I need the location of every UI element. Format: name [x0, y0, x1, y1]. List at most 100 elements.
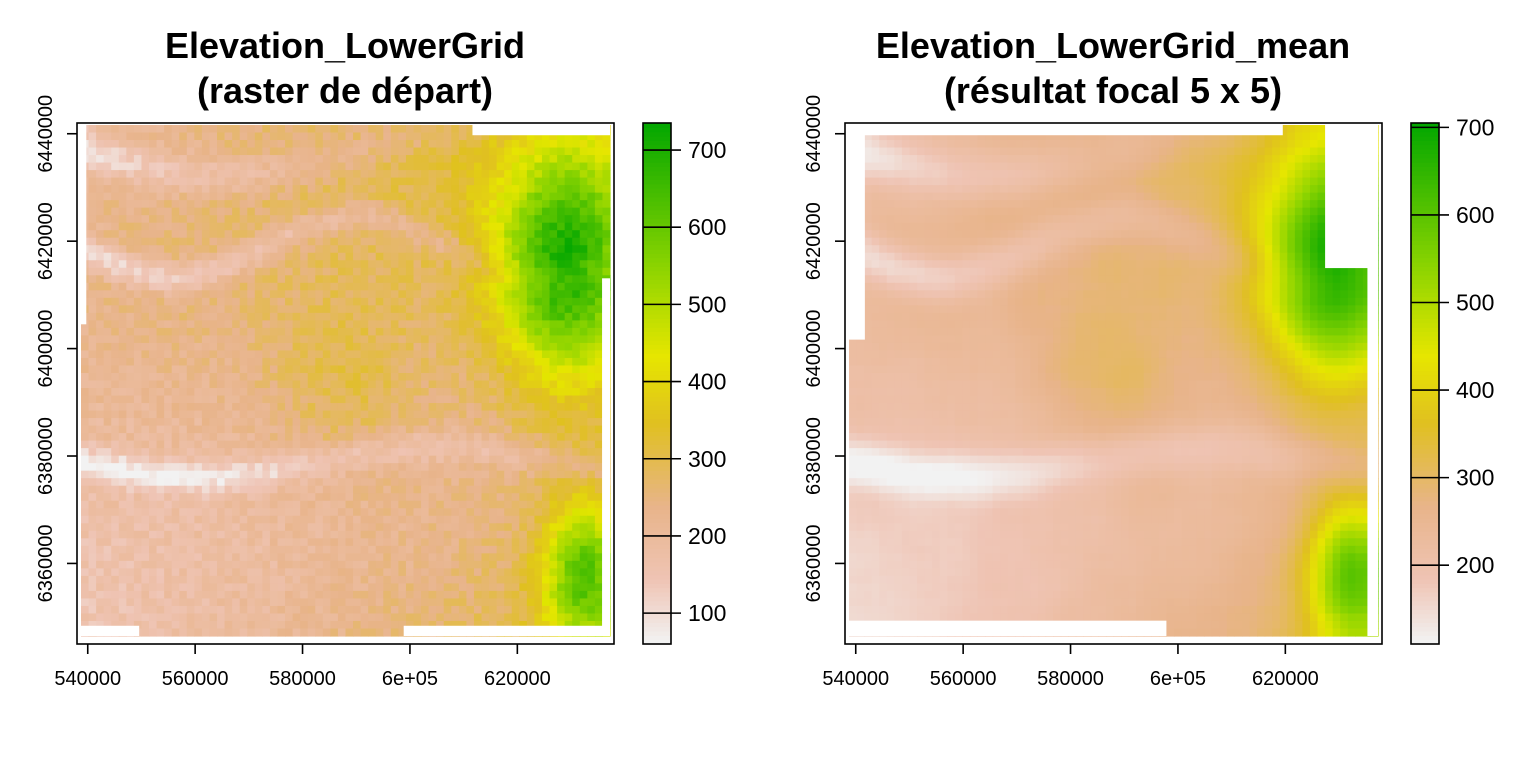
- raster-cell: [594, 170, 604, 179]
- raster-cell: [103, 192, 112, 201]
- raster-cell: [398, 365, 407, 374]
- raster-cell: [383, 410, 392, 419]
- raster-cell: [292, 357, 301, 367]
- raster-cell: [511, 327, 520, 337]
- raster-cell: [315, 365, 324, 374]
- raster-cell: [201, 613, 211, 622]
- raster-cell: [579, 282, 588, 291]
- raster-cell: [466, 395, 475, 404]
- raster-cell: [194, 470, 203, 479]
- raster-cell: [156, 132, 165, 141]
- raster-cell: [390, 177, 399, 186]
- raster-cell: [579, 297, 588, 306]
- raster-cell: [587, 290, 596, 299]
- raster-cell: [179, 553, 188, 562]
- raster-cell: [269, 613, 279, 622]
- raster-cell: [186, 365, 195, 374]
- raster-cell: [315, 418, 324, 427]
- raster-cell: [232, 245, 241, 254]
- raster-cell: [247, 222, 256, 231]
- raster-cell: [443, 388, 452, 397]
- raster-cell: [254, 553, 263, 562]
- raster-cell: [322, 515, 331, 524]
- raster-cell: [307, 418, 316, 427]
- raster-cell: [579, 575, 588, 584]
- raster-cell: [602, 215, 611, 224]
- raster-cell: [496, 305, 505, 314]
- raster-cell: [217, 538, 226, 547]
- raster-cell: [504, 155, 513, 164]
- raster-cell: [519, 275, 528, 284]
- raster-cell: [587, 320, 596, 329]
- raster-cell: [201, 237, 211, 246]
- raster-cell: [194, 357, 203, 367]
- raster-cell: [360, 215, 369, 224]
- raster-cell: [353, 192, 362, 201]
- raster-cell: [239, 335, 248, 344]
- raster-cell: [300, 200, 309, 209]
- raster-cell: [337, 365, 347, 374]
- raster-cell: [217, 500, 226, 509]
- raster-cell: [564, 613, 573, 622]
- raster-cell: [88, 388, 97, 397]
- raster-cell: [534, 155, 543, 164]
- raster-cell: [171, 395, 180, 404]
- raster-cell: [443, 327, 452, 337]
- raster-cell: [557, 147, 566, 156]
- raster-cell: [179, 252, 188, 261]
- raster-cell: [103, 252, 112, 261]
- raster-cell: [496, 568, 505, 577]
- raster-cell: [368, 230, 377, 239]
- raster-cell: [201, 620, 211, 630]
- raster-cell: [330, 508, 339, 517]
- raster-cell: [451, 575, 460, 584]
- raster-cell: [254, 147, 263, 156]
- raster-cell: [489, 147, 498, 156]
- raster-cell: [557, 185, 566, 194]
- raster-cell: [315, 538, 324, 547]
- raster-cell: [171, 553, 180, 562]
- raster-cell: [443, 575, 452, 584]
- raster-cell: [557, 515, 566, 524]
- raster-cell: [194, 245, 203, 254]
- raster-cell: [217, 132, 226, 141]
- raster-cell: [579, 132, 588, 141]
- raster-cell: [345, 560, 354, 569]
- raster-cell: [269, 388, 279, 397]
- raster-cell: [405, 320, 415, 329]
- raster-cell: [526, 575, 536, 584]
- raster-cell: [126, 605, 135, 615]
- raster-cell: [557, 440, 566, 449]
- raster-cell: [496, 230, 505, 239]
- raster-cell: [405, 267, 415, 276]
- raster-cell: [428, 185, 437, 194]
- legend-swatch: [643, 136, 671, 141]
- raster-cell: [111, 365, 120, 374]
- raster-cell: [133, 433, 143, 442]
- raster-cell: [171, 275, 180, 284]
- raster-cell: [81, 613, 90, 622]
- raster-cell: [428, 515, 437, 524]
- raster-cell: [564, 350, 573, 359]
- raster-cell: [594, 575, 604, 584]
- raster-cell: [557, 583, 566, 592]
- raster-cell: [390, 440, 399, 449]
- raster-cell: [133, 440, 143, 449]
- raster-cell: [141, 628, 150, 637]
- raster-cell: [118, 560, 127, 569]
- raster-cell: [277, 357, 286, 367]
- raster-cell: [254, 140, 263, 149]
- raster-cell: [209, 575, 218, 584]
- raster-cell: [209, 590, 218, 600]
- raster-cell: [285, 388, 294, 397]
- raster-cell: [254, 620, 263, 630]
- raster-cell: [353, 222, 362, 231]
- raster-cell: [254, 500, 263, 509]
- raster-cell: [337, 463, 347, 472]
- raster-cell: [141, 342, 150, 352]
- raster-cell: [292, 418, 301, 427]
- raster-cell: [126, 207, 135, 216]
- raster-cell: [262, 267, 271, 276]
- raster-cell: [292, 403, 301, 412]
- raster-cell: [292, 425, 301, 434]
